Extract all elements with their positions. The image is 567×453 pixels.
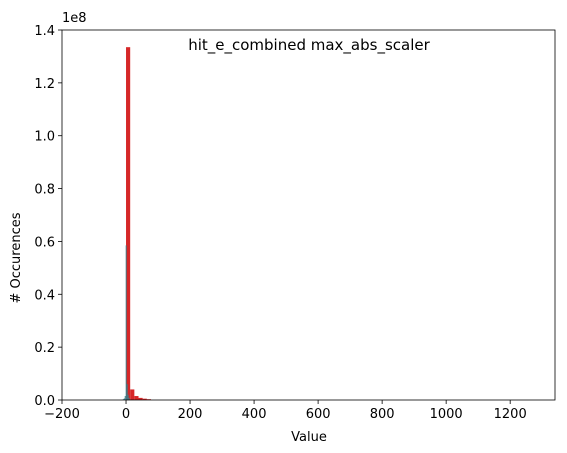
histogram-bar-0-2	[134, 396, 139, 400]
x-tick-label: 0	[122, 407, 130, 422]
y-offset-text: 1e8	[62, 11, 87, 26]
histogram-bar-1-2	[124, 396, 126, 400]
y-tick-label: 0.0	[34, 394, 55, 409]
histogram-bar-1-5	[127, 394, 129, 400]
y-tick-label: 1.0	[34, 130, 55, 145]
histogram-bar-1-6	[128, 397, 130, 400]
y-tick-label: 0.2	[34, 341, 55, 356]
x-tick-label: 600	[306, 407, 331, 422]
histogram-bar-1-4	[126, 384, 128, 400]
x-tick-label: 400	[242, 407, 267, 422]
x-axis-ticks: −200 0 200 400 600 800 1000 1200	[44, 400, 527, 422]
histogram-bar-0-3	[138, 397, 143, 400]
x-tick-label: 1200	[494, 407, 527, 422]
y-tick-label: 0.4	[34, 288, 55, 303]
y-tick-label: 1.2	[34, 77, 55, 92]
y-axis-label: # Occurences	[9, 212, 24, 303]
bars-group	[122, 47, 151, 401]
plot-frame	[61, 29, 556, 401]
histogram-bar-0-1	[130, 389, 135, 400]
histogram-bar-1-1	[123, 398, 125, 400]
histogram-bar-0-4	[142, 398, 147, 400]
histogram-bar-0-0	[126, 47, 131, 401]
x-axis-label: Value	[291, 430, 327, 445]
histogram-bar-1-3	[125, 245, 127, 400]
chart-title: hit_e_combined max_abs_scaler	[188, 36, 430, 55]
y-tick-label: 0.6	[34, 235, 55, 250]
y-axis-ticks: 0.0 0.2 0.4 0.6 0.8 1.0 1.2 1.4	[34, 24, 62, 409]
x-tick-label: 200	[178, 407, 203, 422]
x-tick-label: −200	[44, 407, 80, 422]
x-tick-label: 1000	[430, 407, 463, 422]
x-tick-label: 800	[370, 407, 395, 422]
y-tick-label: 0.8	[34, 183, 55, 198]
y-tick-label: 1.4	[34, 24, 55, 39]
